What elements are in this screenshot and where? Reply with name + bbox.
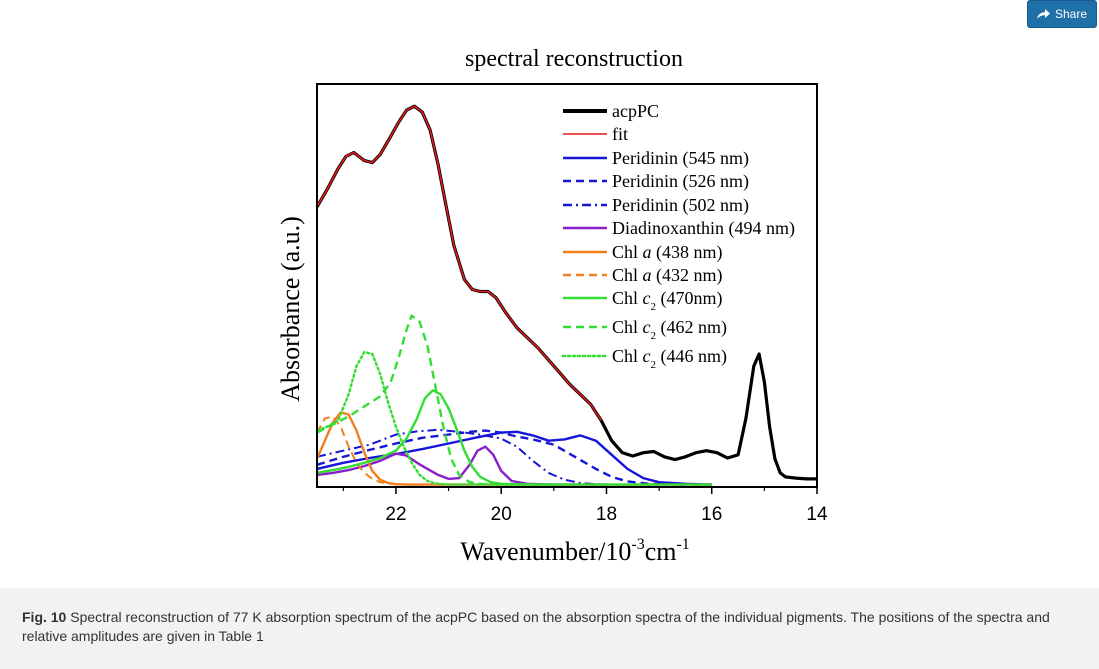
x-axis: 22 20 18 16 14 [342,487,828,525]
series-diadinoxanthin-494-nm [317,445,607,486]
legend-label: Peridinin (502 nm) [612,195,749,216]
x-tick-label: 22 [385,504,406,525]
series-chl-c2-446-nm [317,350,555,486]
x-tick-label: 14 [806,504,828,525]
chart-title: spectral reconstruction [465,46,683,72]
legend-label: Peridinin (545 nm) [612,148,749,169]
plot-frame [316,83,818,488]
legend-label: acpPC [612,101,659,121]
figure-caption: Fig. 10 Spectral reconstruction of 77 K … [0,588,1099,669]
legend-label: Chl c2 (470nm) [612,288,723,313]
x-tick-label: 20 [491,504,512,525]
legend-label: Chl c2 (446 nm) [612,346,727,371]
series-chl-a-432-nm [317,415,423,486]
x-tick-label: 16 [701,504,722,525]
legend-label: Chl a (438 nm) [612,242,723,263]
spectral-chart: spectral reconstruction 22 20 18 16 14 Absor… [276,46,828,566]
series-chl-c2-470nm [317,389,712,486]
x-tick-label: 18 [596,504,617,525]
series-chl-a-438-nm [317,411,712,486]
legend-label: Chl c2 (462 nm) [612,317,727,342]
share-label: Share [1054,7,1088,21]
legend-label: Chl a (432 nm) [612,265,723,286]
y-axis-label: Absorbance (a.u.) [276,216,305,402]
share-icon [1036,8,1050,19]
legend-label: fit [612,124,628,144]
x-axis-label: Wavenumber/10-3cm-1 [460,536,690,566]
series-peridinin-545-nm [317,430,712,486]
share-button[interactable]: Share [1027,0,1097,28]
plot-area [317,104,817,486]
caption-figure-number: Fig. 10 [22,609,67,625]
legend-label: Peridinin (526 nm) [612,171,749,192]
legend-label: Diadinoxanthin (494 nm) [612,218,795,239]
series-fit [317,105,602,421]
caption-text: Spectral reconstruction of 77 K absorpti… [22,609,1050,644]
series-chl-c2-462-nm [317,314,554,486]
chart-legend: acpPC fit Peridinin (545 nm)Peridinin (526… [561,101,795,371]
series-peridinin-526-nm [317,429,712,486]
